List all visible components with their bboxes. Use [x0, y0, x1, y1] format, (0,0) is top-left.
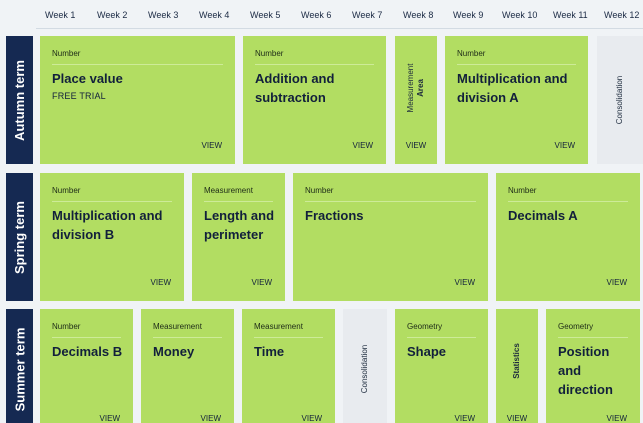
unit-title: Decimals A: [508, 208, 578, 223]
unit-category: Number: [508, 186, 537, 195]
unit-card-multiplication-division-a[interactable]: Number Multiplication and division A VIE…: [445, 36, 588, 164]
card-divider: [255, 64, 374, 65]
unit-category: Geometry: [558, 322, 594, 331]
week-label: Week 2: [97, 10, 128, 20]
unit-vertical-label: Measurement Area: [406, 64, 426, 113]
card-divider: [508, 201, 628, 202]
unit-title: Time: [254, 344, 285, 359]
unit-category: Number: [255, 49, 284, 58]
card-divider: [52, 337, 121, 338]
unit-category: Measurement: [406, 63, 415, 113]
unit-card-decimals-b[interactable]: Number Decimals B VIEW: [40, 309, 133, 423]
consolidation-block-summer: Consolidation: [343, 309, 387, 423]
unit-card-fractions[interactable]: Number Fractions VIEW: [293, 173, 488, 301]
view-link[interactable]: VIEW: [554, 141, 575, 150]
view-link[interactable]: VIEW: [201, 141, 222, 150]
term-label-autumn: Autumn term: [6, 36, 33, 164]
view-link[interactable]: VIEW: [405, 141, 427, 150]
unit-card-money[interactable]: Measurement Money VIEW: [141, 309, 234, 423]
week-label: Week 9: [453, 10, 484, 20]
week-label: Week 8: [403, 10, 434, 20]
view-link[interactable]: VIEW: [251, 278, 272, 287]
consolidation-block-autumn: Consolidation: [597, 36, 643, 164]
unit-category: Number: [52, 49, 81, 58]
view-link[interactable]: VIEW: [200, 414, 221, 423]
card-divider: [558, 337, 628, 338]
week-label: Week 3: [148, 10, 179, 20]
unit-category: Number: [52, 186, 81, 195]
view-link[interactable]: VIEW: [150, 278, 171, 287]
week-label: Week 10: [502, 10, 538, 20]
unit-title: Decimals B: [52, 344, 123, 359]
view-link[interactable]: VIEW: [606, 278, 627, 287]
consolidation-label: Consolidation: [360, 344, 369, 394]
header-divider: [36, 28, 643, 29]
card-divider: [153, 337, 222, 338]
unit-category: Number: [305, 186, 334, 195]
unit-category: Measurement: [254, 322, 303, 331]
week-label: Week 6: [301, 10, 332, 20]
free-trial-badge: FREE TRIAL: [52, 91, 106, 101]
unit-title: Shape: [407, 344, 447, 359]
card-divider: [204, 201, 273, 202]
unit-card-place-value[interactable]: Number Place value FREE TRIAL VIEW: [40, 36, 235, 164]
unit-card-shape[interactable]: Geometry Shape VIEW: [395, 309, 488, 423]
term-label-summer: Summer term: [6, 309, 33, 423]
card-divider: [457, 64, 576, 65]
unit-card-area[interactable]: Measurement Area VIEW: [395, 36, 437, 164]
card-divider: [407, 337, 476, 338]
view-link[interactable]: VIEW: [454, 414, 475, 423]
unit-title: Place value: [52, 71, 123, 86]
view-link[interactable]: VIEW: [454, 278, 475, 287]
unit-vertical-label: Statistics: [512, 343, 522, 379]
unit-title: Area: [416, 79, 425, 97]
unit-card-multiplication-division-b[interactable]: Number Multiplication and division B VIE…: [40, 173, 184, 301]
week-label: Week 11: [553, 10, 588, 20]
unit-category: Number: [457, 49, 486, 58]
unit-card-position-direction[interactable]: Geometry Position and direction VIEW: [546, 309, 640, 423]
unit-title: Position and direction: [558, 344, 613, 397]
unit-title: Statistics: [512, 343, 521, 379]
week-label: Week 7: [352, 10, 383, 20]
unit-card-time[interactable]: Measurement Time VIEW: [242, 309, 335, 423]
unit-title: Multiplication and division B: [52, 208, 163, 242]
week-header: Week 1 Week 2 Week 3 Week 4 Week 5 Week …: [36, 10, 643, 26]
week-label: Week 4: [199, 10, 230, 20]
view-link[interactable]: VIEW: [606, 414, 627, 423]
unit-category: Measurement: [204, 186, 253, 195]
card-divider: [52, 201, 172, 202]
unit-card-addition-subtraction[interactable]: Number Addition and subtraction VIEW: [243, 36, 386, 164]
view-link[interactable]: VIEW: [506, 414, 528, 423]
unit-title: Money: [153, 344, 195, 359]
unit-category: Number: [52, 322, 81, 331]
unit-title: Multiplication and division A: [457, 71, 568, 105]
term-label-spring: Spring term: [6, 173, 33, 301]
unit-category: Geometry: [407, 322, 443, 331]
unit-category: Measurement: [153, 322, 202, 331]
week-label: Week 5: [250, 10, 281, 20]
card-divider: [52, 64, 223, 65]
view-link[interactable]: VIEW: [352, 141, 373, 150]
week-label: Week 1: [45, 10, 76, 20]
card-divider: [254, 337, 323, 338]
unit-card-decimals-a[interactable]: Number Decimals A VIEW: [496, 173, 640, 301]
week-label: Week 12: [604, 10, 640, 20]
unit-card-length-perimeter[interactable]: Measurement Length and perimeter VIEW: [192, 173, 285, 301]
unit-title: Length and perimeter: [204, 208, 275, 242]
view-link[interactable]: VIEW: [301, 414, 322, 423]
unit-title: Fractions: [305, 208, 364, 223]
unit-card-statistics[interactable]: Statistics VIEW: [496, 309, 538, 423]
view-link[interactable]: VIEW: [99, 414, 120, 423]
unit-title: Addition and subtraction: [255, 71, 335, 105]
card-divider: [305, 201, 476, 202]
consolidation-label: Consolidation: [615, 75, 624, 125]
